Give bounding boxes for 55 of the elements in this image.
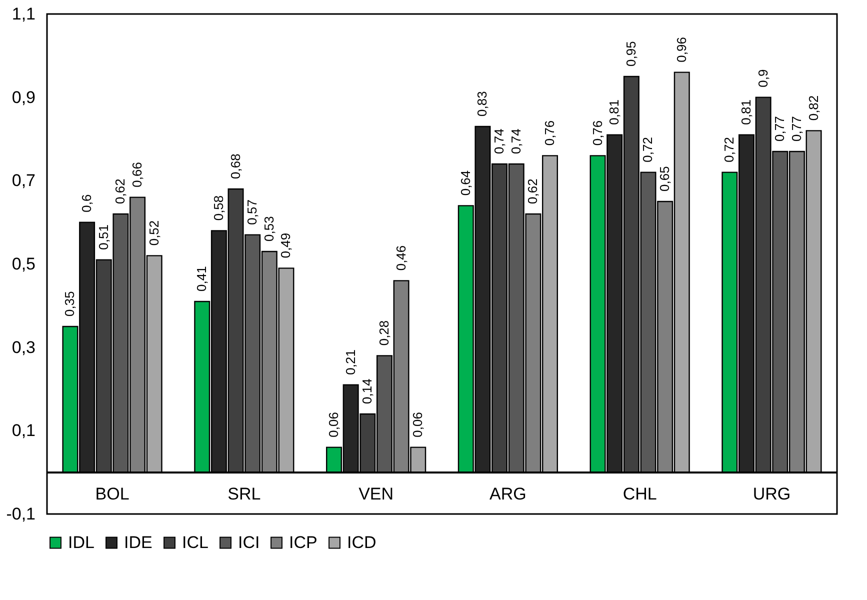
y-tick-label: 0,3 [12,338,36,357]
data-label: 0,53 [261,216,276,242]
y-tick-label: 0,1 [12,421,36,440]
data-label: 0,41 [194,266,210,292]
data-label: 0,96 [674,37,689,62]
data-label: 0,46 [393,245,408,271]
data-label: 0,64 [458,170,473,196]
data-label: 0,65 [657,166,672,192]
data-label: 0,74 [492,128,507,154]
data-label: 0,82 [806,95,821,121]
x-tick-label: URG [752,484,791,504]
data-label: 0,21 [342,350,358,375]
data-label: 0,9 [755,69,770,88]
data-label: 0,81 [606,100,622,125]
data-label: 0,57 [244,200,260,225]
data-label: 0,28 [376,320,392,346]
data-label: 0,52 [146,220,162,246]
data-label: 0,51 [96,224,111,250]
y-tick-label: 0,9 [12,88,36,107]
data-label: 0,77 [788,116,804,142]
data-label: 0,68 [228,154,243,179]
data-label: 0,14 [360,378,375,404]
x-tick-label: CHL [622,484,657,504]
legend-label: IDL [68,532,94,552]
data-label: 0,76 [542,120,557,146]
x-tick-label: SRL [228,484,261,504]
data-label: 0,06 [410,412,426,438]
data-label: 0,76 [590,120,605,146]
legend-label: ICI [238,532,260,552]
data-label: 0,72 [640,137,656,162]
data-label: 0,74 [508,128,524,154]
data-label: 0,06 [326,412,341,438]
x-tick-label: BOL [95,484,130,504]
data-label: 0,81 [738,100,754,125]
data-label: 0,72 [722,137,737,162]
data-label: 0,83 [474,91,490,116]
data-label: 0,35 [62,291,78,316]
data-label: 0,62 [112,178,128,204]
data-label: 0,66 [130,162,145,188]
legend-label: ICP [289,532,318,552]
data-label: 0,62 [525,178,540,204]
data-label: 0,6 [79,194,94,212]
legend-label: ICD [347,532,376,552]
legend-label: ICL [182,532,208,552]
x-tick-label: VEN [358,484,394,504]
y-tick-label: -0,1 [6,504,36,524]
y-tick-label: 0,5 [12,254,36,274]
data-label: 0,49 [278,232,294,258]
data-label: 0,95 [623,41,638,66]
data-label: 0,77 [772,116,788,142]
y-tick-label: 0,7 [12,171,36,190]
x-tick-label: ARG [490,484,526,504]
y-tick-label: 1,1 [12,4,36,24]
legend-label: IDE [124,532,152,552]
data-label: 0,58 [210,195,226,221]
